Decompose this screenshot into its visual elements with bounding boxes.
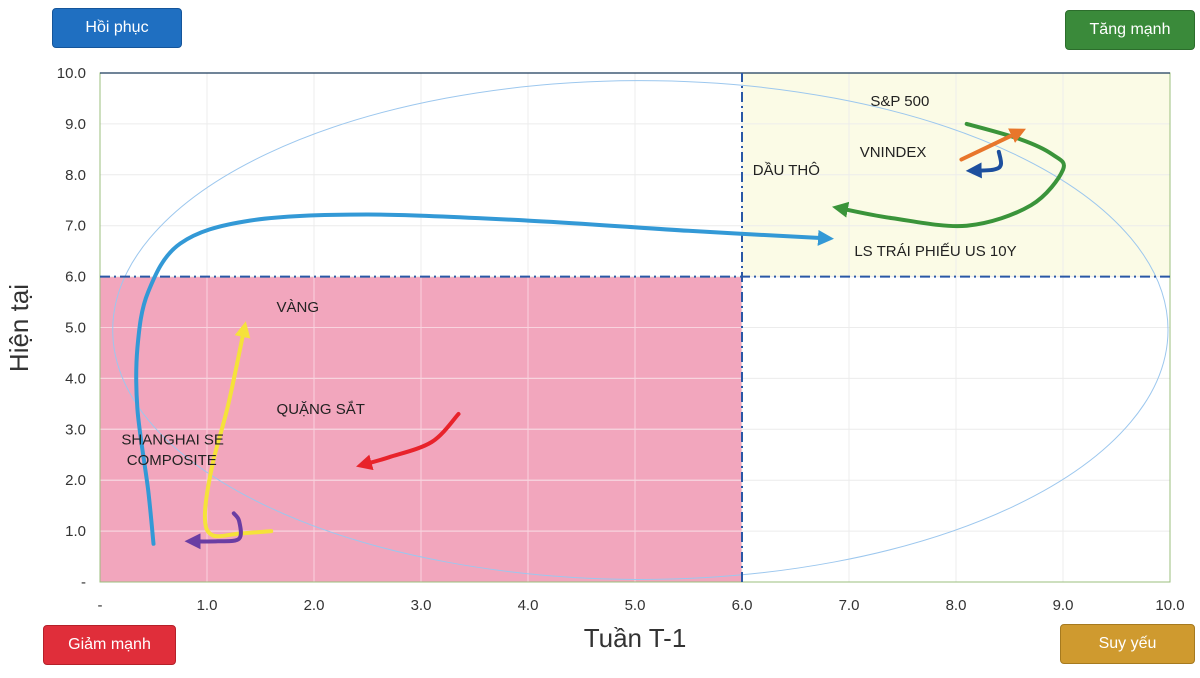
y-axis-title: Hiện tại xyxy=(4,284,34,372)
annotation-label: DẦU THÔ xyxy=(753,162,820,179)
x-tick-label: 10.0 xyxy=(1155,597,1184,614)
y-tick-label: 10.0 xyxy=(57,65,86,82)
series-quang-sat-line xyxy=(356,412,461,471)
annotation-label: QUẶNG SẮT xyxy=(277,400,365,418)
series-shanghai-se-composite-line xyxy=(184,511,243,550)
x-tick-label: - xyxy=(98,597,103,614)
annotation-label: VNINDEX xyxy=(860,144,927,161)
y-tick-label: 1.0 xyxy=(65,523,86,540)
x-tick-label: 2.0 xyxy=(304,597,325,614)
series-dau-tho-line xyxy=(134,212,834,546)
y-tick-label: 9.0 xyxy=(65,116,86,133)
y-tick-label: 4.0 xyxy=(65,370,86,387)
y-tick-label: 6.0 xyxy=(65,269,86,286)
x-axis-title: Tuần T-1 xyxy=(584,623,687,653)
recovery-quadrant-label: Hồi phục xyxy=(52,8,182,48)
x-tick-label: 7.0 xyxy=(839,597,860,614)
y-tick-label: - xyxy=(81,574,86,591)
series-vnindex-line xyxy=(965,149,1004,179)
x-tick-label: 1.0 xyxy=(197,597,218,614)
y-tick-label: 3.0 xyxy=(65,421,86,438)
annotation-label: SHANGHAI SE xyxy=(121,432,224,449)
y-tick-label: 7.0 xyxy=(65,218,86,235)
annotation-label: S&P 500 xyxy=(870,93,929,110)
x-tick-label: 6.0 xyxy=(732,597,753,614)
y-tick-label: 8.0 xyxy=(65,167,86,184)
cycle-ellipse xyxy=(112,80,1169,580)
annotation-label: LS TRÁI PHIẾU US 10Y xyxy=(854,243,1016,260)
strong-rise-quadrant-label: Tăng mạnh xyxy=(1065,10,1195,50)
x-tick-label: 5.0 xyxy=(625,597,646,614)
series-s-p-500-line xyxy=(959,128,1026,162)
annotation-label: COMPOSITE xyxy=(127,452,217,469)
y-tick-label: 2.0 xyxy=(65,472,86,489)
strong-decline-quadrant-label: Giảm mạnh xyxy=(43,625,176,665)
y-tick-label: 5.0 xyxy=(65,320,86,337)
x-tick-label: 9.0 xyxy=(1053,597,1074,614)
x-tick-label: 4.0 xyxy=(518,597,539,614)
x-tick-label: 3.0 xyxy=(411,597,432,614)
x-tick-label: 8.0 xyxy=(946,597,967,614)
annotation-label: VÀNG xyxy=(277,299,320,316)
weakening-quadrant-label: Suy yếu xyxy=(1060,624,1195,664)
